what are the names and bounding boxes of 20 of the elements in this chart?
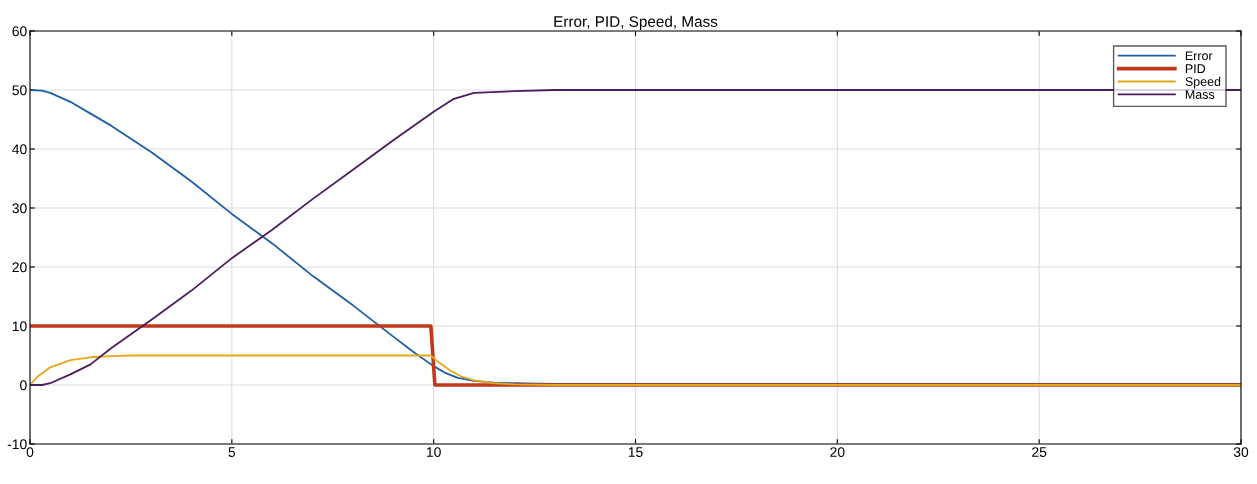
legend-label: Mass [1185, 90, 1215, 99]
legend-label: PID [1185, 64, 1206, 73]
y-tick-label: -10 [7, 439, 27, 450]
x-tick-label: 25 [1032, 447, 1047, 457]
x-tick-label: 30 [1233, 447, 1249, 457]
y-tick-label: 0 [20, 380, 27, 391]
x-tick-label: 20 [830, 447, 845, 457]
x-tick-label: 5 [228, 447, 236, 457]
y-tick-label: 10 [12, 321, 27, 332]
x-tick-label: 15 [628, 447, 643, 457]
legend-label: Error [1185, 51, 1213, 61]
y-tick-label: 20 [12, 262, 27, 273]
x-tick-label: 0 [26, 447, 34, 457]
y-tick-label: 40 [12, 144, 27, 155]
y-tick-label: 50 [12, 85, 27, 96]
legend-label: Speed [1185, 76, 1221, 89]
y-tick-label: 30 [12, 203, 27, 214]
x-tick-label: 10 [427, 447, 441, 457]
chart-title: Error, PID, Speed, Mass [554, 15, 718, 30]
y-tick-label: 60 [12, 26, 27, 37]
